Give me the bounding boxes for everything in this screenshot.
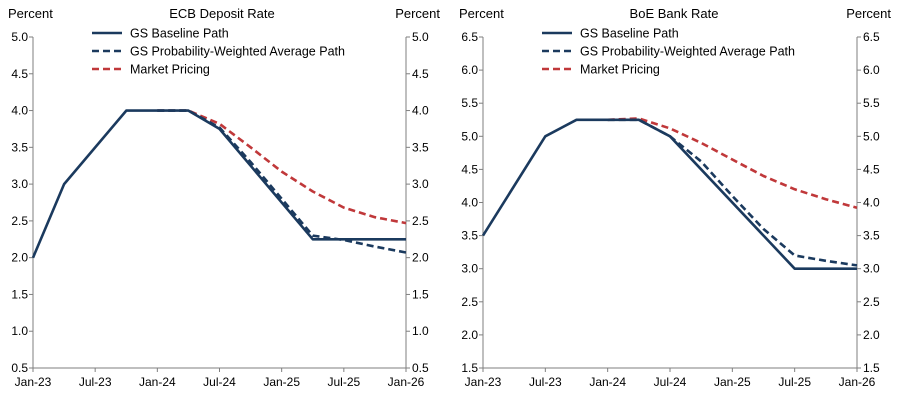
boe-chart-title: BoE Bank Rate bbox=[630, 6, 719, 21]
boe-right-tick-label: 2.0 bbox=[863, 328, 880, 342]
boe-chart-panel: BoE Bank Rate Percent Percent GS Baselin… bbox=[459, 6, 891, 389]
boe-series-weighted-line bbox=[607, 118, 858, 267]
boe-left-tick-label: 5.0 bbox=[461, 129, 478, 143]
boe-right-tick-label: 1.5 bbox=[863, 361, 880, 375]
ecb-chart-panel: ECB Deposit Rate Percent Percent GS Base… bbox=[8, 6, 440, 389]
boe-legend-label-market: Market Pricing bbox=[580, 63, 660, 77]
ecb-legend-label-market: Market Pricing bbox=[130, 63, 210, 77]
ecb-right-axis-unit: Percent bbox=[395, 6, 440, 21]
ecb-x-tick-label: Jul-25 bbox=[327, 375, 360, 389]
boe-axes: 1.5 1.5 2.0 2.0 2.5 2.5 3.0 3.0 3.5 3.5 4.0 4.0 4.5 4… bbox=[461, 30, 880, 389]
boe-right-tick-label: 3.0 bbox=[863, 262, 880, 276]
ecb-legend-label-weighted: GS Probability-Weighted Average Path bbox=[130, 45, 345, 59]
ecb-left-tick-label: 1.0 bbox=[11, 324, 28, 338]
boe-left-tick-label: 6.5 bbox=[461, 30, 478, 44]
boe-right-tick-label: 6.0 bbox=[863, 63, 880, 77]
boe-x-tick-label: Jul-23 bbox=[529, 375, 562, 389]
boe-left-tick-label: 2.5 bbox=[461, 295, 478, 309]
boe-left-tick-label: 1.5 bbox=[461, 361, 478, 375]
boe-right-tick-label: 3.5 bbox=[863, 229, 880, 243]
boe-right-tick-label: 6.5 bbox=[863, 30, 880, 44]
ecb-right-tick-label: 3.5 bbox=[412, 140, 429, 154]
boe-legend: GS Baseline Path GS Probability-Weighted … bbox=[542, 27, 795, 77]
boe-left-tick-label: 6.0 bbox=[461, 63, 478, 77]
ecb-left-tick-label: 5.0 bbox=[11, 30, 28, 44]
ecb-legend-label-baseline: GS Baseline Path bbox=[130, 27, 229, 41]
ecb-right-tick-label: 0.5 bbox=[412, 361, 429, 375]
ecb-left-tick-label: 4.0 bbox=[11, 104, 28, 118]
ecb-left-axis-unit: Percent bbox=[8, 6, 53, 21]
boe-left-tick-label: 3.5 bbox=[461, 229, 478, 243]
ecb-right-tick-label: 2.5 bbox=[412, 214, 429, 228]
ecb-x-tick-label: Jan-25 bbox=[263, 375, 300, 389]
ecb-left-tick-label: 4.5 bbox=[11, 67, 28, 81]
ecb-chart-title: ECB Deposit Rate bbox=[169, 6, 275, 21]
boe-right-tick-label: 4.0 bbox=[863, 196, 880, 210]
ecb-series bbox=[31, 109, 407, 259]
boe-series-baseline-line bbox=[481, 118, 857, 270]
boe-left-tick-label: 5.5 bbox=[461, 96, 478, 110]
ecb-series-baseline-line bbox=[31, 109, 406, 259]
ecb-right-tick-label: 1.5 bbox=[412, 287, 429, 301]
ecb-x-tick-label: Jan-26 bbox=[388, 375, 425, 389]
ecb-series-weighted-line bbox=[157, 109, 407, 254]
boe-left-tick-label: 4.0 bbox=[461, 196, 478, 210]
ecb-right-tick-label: 2.0 bbox=[412, 251, 429, 265]
ecb-x-tick-label: Jul-23 bbox=[79, 375, 112, 389]
ecb-right-tick-label: 3.0 bbox=[412, 177, 429, 191]
ecb-right-tick-label: 1.0 bbox=[412, 324, 429, 338]
boe-series bbox=[481, 117, 858, 270]
ecb-left-tick-label: 2.0 bbox=[11, 251, 28, 265]
ecb-x-tick-label: Jan-24 bbox=[139, 375, 176, 389]
boe-x-tick-label: Jan-24 bbox=[589, 375, 626, 389]
ecb-left-tick-label: 1.5 bbox=[11, 287, 28, 301]
boe-legend-label-baseline: GS Baseline Path bbox=[580, 27, 679, 41]
ecb-x-tick-label: Jan-23 bbox=[15, 375, 52, 389]
boe-x-tick-label: Jul-24 bbox=[654, 375, 687, 389]
boe-x-tick-label: Jan-26 bbox=[839, 375, 876, 389]
ecb-left-tick-label: 3.0 bbox=[11, 177, 28, 191]
boe-left-axis-unit: Percent bbox=[459, 6, 504, 21]
boe-x-tick-label: Jan-23 bbox=[465, 375, 502, 389]
ecb-right-tick-label: 4.0 bbox=[412, 104, 429, 118]
boe-left-tick-label: 2.0 bbox=[461, 328, 478, 342]
boe-legend-label-weighted: GS Probability-Weighted Average Path bbox=[580, 45, 795, 59]
ecb-left-tick-label: 2.5 bbox=[11, 214, 28, 228]
boe-left-tick-label: 3.0 bbox=[461, 262, 478, 276]
boe-right-tick-label: 2.5 bbox=[863, 295, 880, 309]
boe-right-axis-unit: Percent bbox=[846, 6, 891, 21]
boe-x-tick-label: Jan-25 bbox=[714, 375, 751, 389]
ecb-series-market-line bbox=[157, 109, 407, 225]
ecb-x-tick-label: Jul-24 bbox=[203, 375, 236, 389]
boe-right-tick-label: 5.5 bbox=[863, 96, 880, 110]
boe-right-tick-label: 4.5 bbox=[863, 162, 880, 176]
ecb-legend: GS Baseline Path GS Probability-Weighted … bbox=[92, 27, 345, 77]
ecb-left-tick-label: 0.5 bbox=[11, 361, 28, 375]
boe-right-tick-label: 5.0 bbox=[863, 129, 880, 143]
ecb-right-tick-label: 5.0 bbox=[412, 30, 429, 44]
ecb-axes: 0.5 0.5 1.0 1.0 1.5 1.5 2.0 2.0 2.5 2.5 3.0 3.0 3.5 3… bbox=[11, 30, 429, 389]
ecb-left-tick-label: 3.5 bbox=[11, 140, 28, 154]
ecb-right-tick-label: 4.5 bbox=[412, 67, 429, 81]
boe-series-market-line bbox=[607, 117, 858, 210]
boe-x-tick-label: Jul-25 bbox=[778, 375, 811, 389]
boe-left-tick-label: 4.5 bbox=[461, 162, 478, 176]
